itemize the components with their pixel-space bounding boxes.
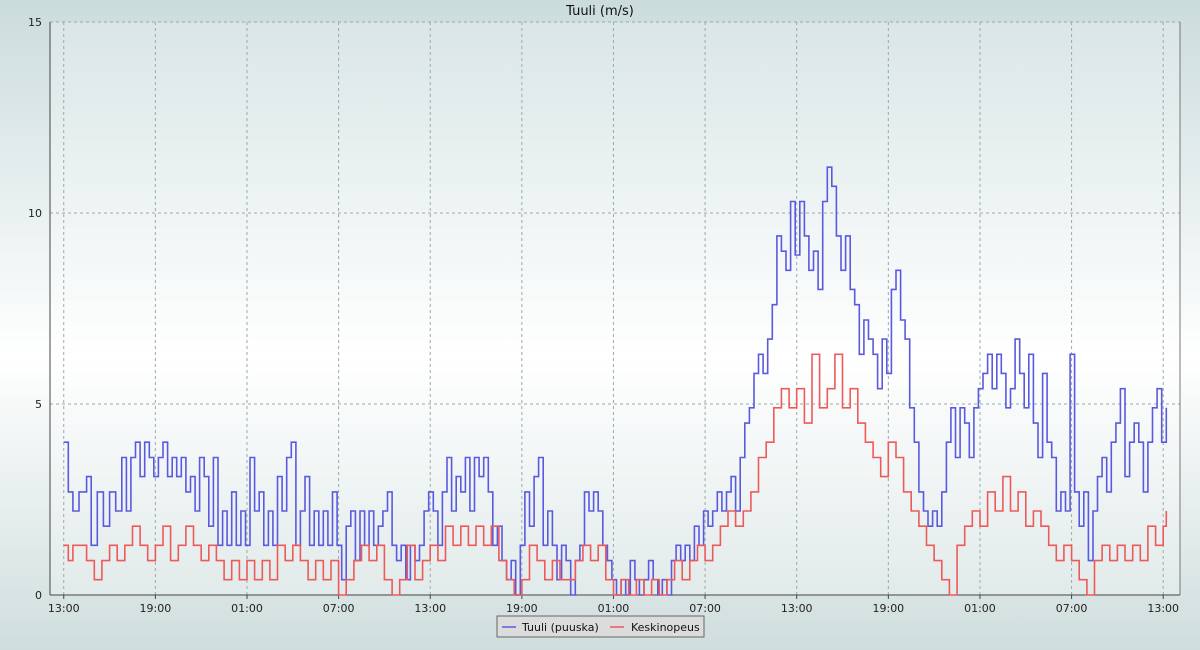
x-tick-label: 13:00 [1147, 602, 1179, 615]
plot-area [50, 22, 1180, 595]
x-tick-label: 07:00 [1056, 602, 1088, 615]
series-line-average [63, 353, 1168, 596]
x-tick-label: 07:00 [323, 602, 355, 615]
y-tick-label: 10 [28, 207, 42, 220]
axes: 0 5 10 15 13:00 19:00 01:00 07:00 13:00 19:00 01:0… [28, 16, 1181, 615]
legend-label-gust: Tuuli (puuska) [521, 621, 599, 634]
series-layer [63, 166, 1168, 596]
x-tick-label: 19:00 [872, 602, 904, 615]
x-tick-label: 13:00 [48, 602, 80, 615]
grid [50, 21, 1180, 595]
y-tick-label: 0 [35, 589, 42, 602]
x-tick-label: 13:00 [781, 602, 813, 615]
x-tick-label: 19:00 [506, 602, 538, 615]
legend-label-average: Keskinopeus [631, 621, 700, 634]
x-tick-label: 19:00 [140, 602, 172, 615]
legend: Tuuli (puuska) Keskinopeus [496, 615, 705, 638]
x-tick-label: 01:00 [231, 602, 263, 615]
y-tick-label: 15 [28, 16, 42, 29]
chart-title: Tuuli (m/s) [565, 4, 634, 19]
x-tick-label: 13:00 [414, 602, 446, 615]
x-tick-label: 07:00 [689, 602, 721, 615]
x-tick-label: 01:00 [964, 602, 996, 615]
x-tick-label: 01:00 [598, 602, 630, 615]
y-tick-label: 5 [35, 398, 42, 411]
